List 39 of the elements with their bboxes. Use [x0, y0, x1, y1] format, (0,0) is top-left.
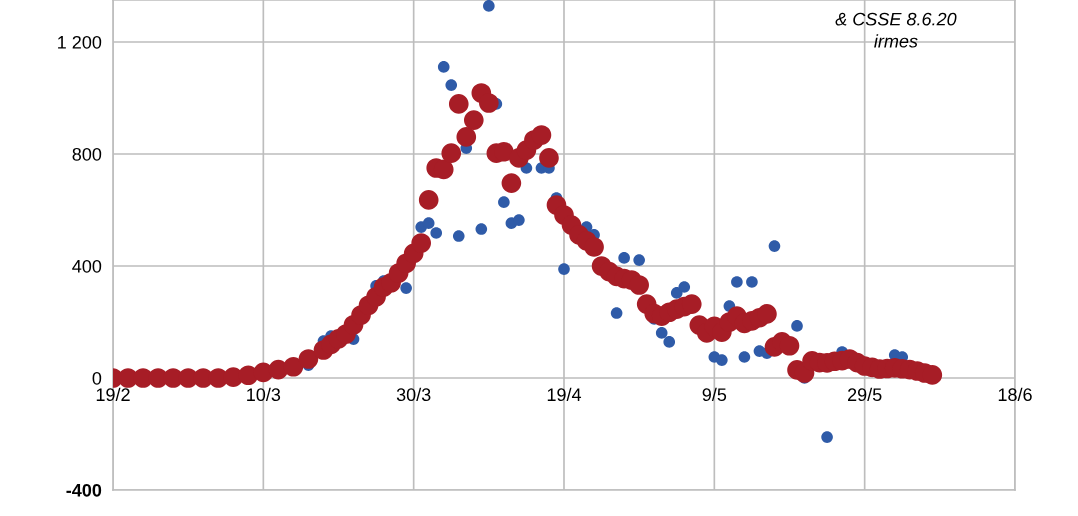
y-tick-label: 1 200: [58, 35, 102, 49]
point: [655, 327, 668, 339]
point: [633, 254, 645, 266]
x-tick-label: 29/5: [848, 387, 882, 402]
x-tick-label: 18/6: [998, 387, 1032, 402]
point: [445, 79, 458, 91]
point: [498, 196, 510, 208]
point: [422, 217, 435, 229]
point: [670, 287, 683, 299]
y-tick-label: 0: [92, 371, 102, 385]
point: [452, 230, 465, 242]
x-tick-label: 19/4: [547, 387, 582, 402]
point: [400, 282, 412, 294]
x-tick-label: 30/3: [396, 387, 431, 402]
y-tick-label: 400: [72, 259, 102, 273]
point: [475, 223, 488, 235]
point: [746, 276, 758, 288]
point: [716, 354, 728, 366]
x-tick-label: 9/5: [702, 387, 727, 402]
x-tick-label: 19/2: [96, 387, 130, 402]
point: [678, 281, 691, 293]
annotation: irmes: [874, 34, 918, 48]
point: [731, 276, 743, 288]
point: [610, 307, 623, 319]
point: [430, 227, 443, 239]
point: [768, 240, 781, 252]
point: [738, 351, 751, 363]
point: [558, 263, 570, 275]
point: [791, 320, 803, 332]
annotation: & CSSE 8.6.20: [835, 12, 957, 26]
y-tick-label: 800: [72, 147, 102, 161]
point: [513, 214, 525, 226]
point: [618, 252, 630, 264]
y-tick-label: -400: [66, 483, 102, 497]
point: [663, 336, 676, 348]
point: [821, 431, 833, 443]
point: [437, 61, 450, 73]
x-tick-label: 10/3: [247, 387, 281, 402]
point: [483, 0, 495, 12]
